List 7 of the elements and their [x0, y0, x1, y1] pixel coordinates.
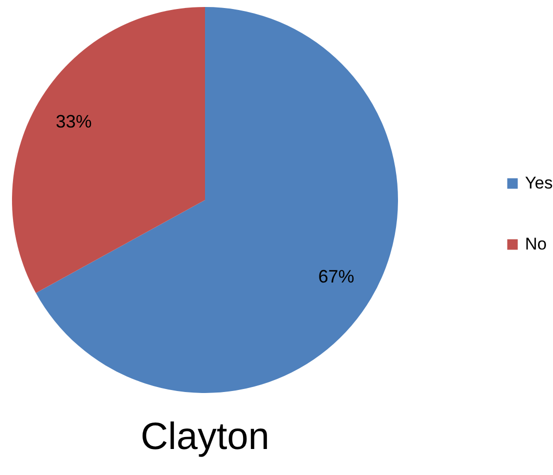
- data-label: 33%: [56, 111, 92, 132]
- legend-label: Yes: [525, 174, 553, 192]
- pie-slice: [12, 7, 205, 293]
- pie-slice: [36, 7, 398, 393]
- data-label: 67%: [318, 266, 354, 287]
- legend-label: No: [525, 234, 547, 254]
- text: Clayton: [140, 416, 270, 458]
